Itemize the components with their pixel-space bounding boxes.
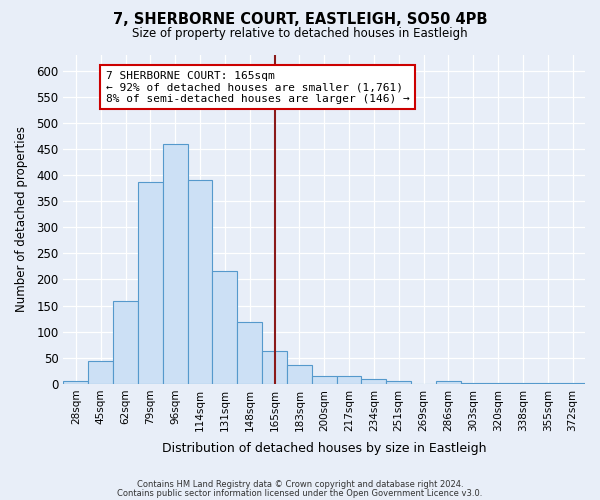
Bar: [138, 182, 163, 384]
Bar: [436, 382, 461, 384]
Bar: [64, 382, 88, 384]
Bar: [287, 365, 312, 384]
Bar: [212, 271, 237, 384]
Bar: [188, 180, 212, 384]
Bar: [262, 351, 287, 384]
Text: Contains public sector information licensed under the Open Government Licence v3: Contains public sector information licen…: [118, 488, 482, 498]
Text: 7, SHERBORNE COURT, EASTLEIGH, SO50 4PB: 7, SHERBORNE COURT, EASTLEIGH, SO50 4PB: [113, 12, 487, 28]
Text: Contains HM Land Registry data © Crown copyright and database right 2024.: Contains HM Land Registry data © Crown c…: [137, 480, 463, 489]
Text: Size of property relative to detached houses in Eastleigh: Size of property relative to detached ho…: [132, 28, 468, 40]
Text: 7 SHERBORNE COURT: 165sqm
← 92% of detached houses are smaller (1,761)
8% of sem: 7 SHERBORNE COURT: 165sqm ← 92% of detac…: [106, 70, 409, 104]
Bar: [361, 379, 386, 384]
Bar: [113, 302, 138, 384]
Bar: [237, 322, 262, 384]
Bar: [312, 376, 337, 384]
Bar: [88, 362, 113, 384]
Bar: [337, 376, 361, 384]
Bar: [386, 382, 411, 384]
Y-axis label: Number of detached properties: Number of detached properties: [15, 126, 28, 312]
X-axis label: Distribution of detached houses by size in Eastleigh: Distribution of detached houses by size …: [162, 442, 487, 455]
Bar: [163, 144, 188, 384]
